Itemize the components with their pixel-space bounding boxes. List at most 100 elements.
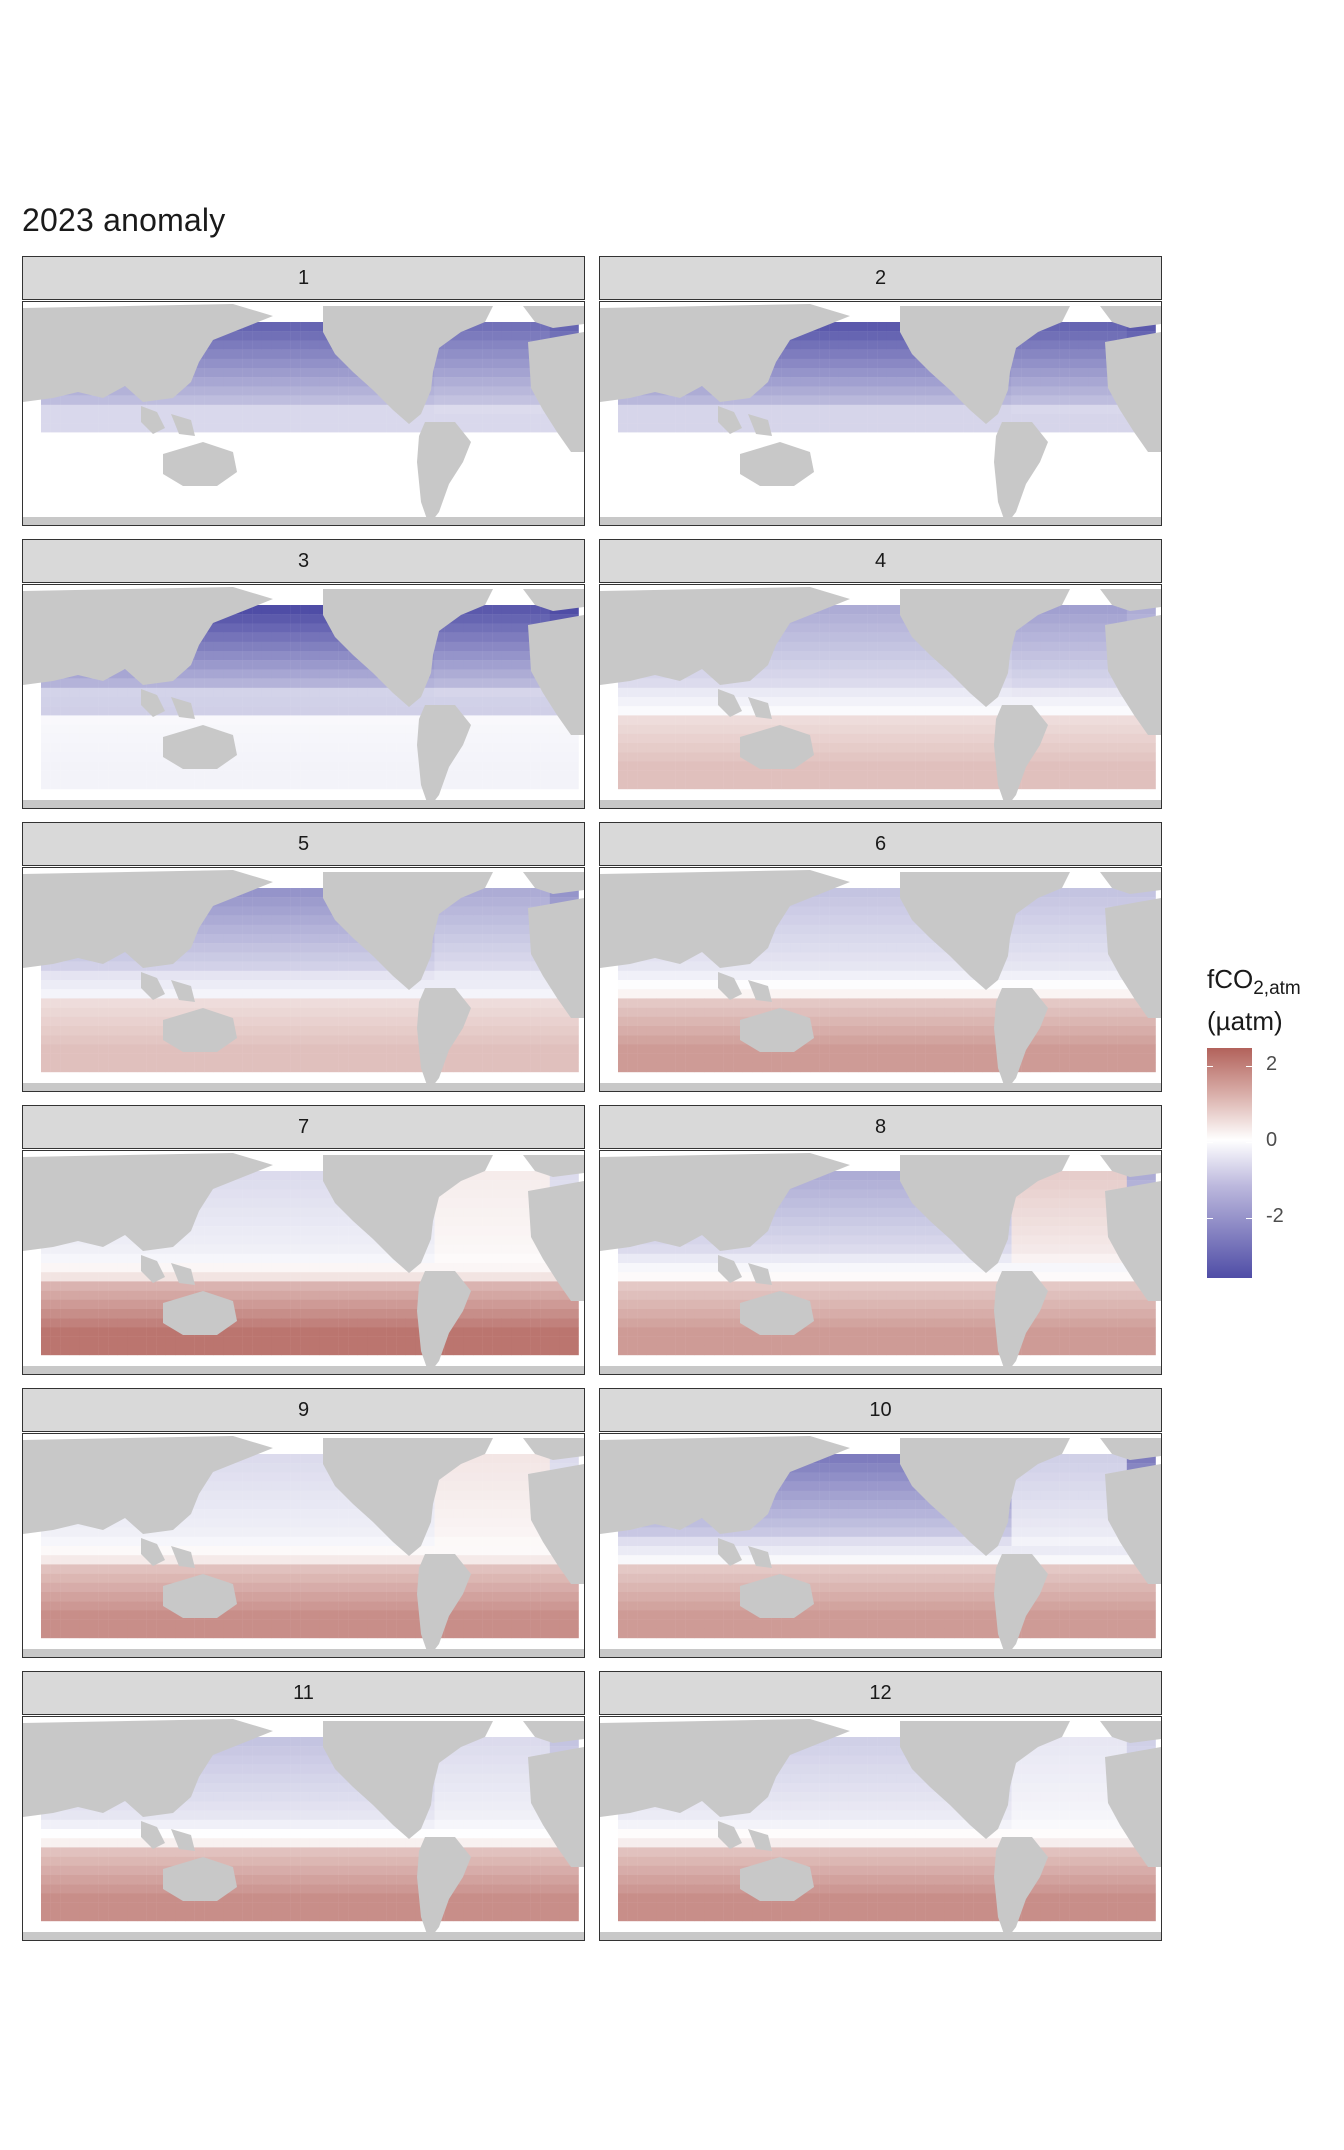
grid-cell (694, 752, 705, 762)
grid-cell (367, 761, 378, 771)
grid-cell (175, 487, 186, 497)
grid-cell (675, 761, 686, 771)
grid-cell (223, 779, 234, 790)
grid-cell (261, 460, 272, 470)
grid-cell (858, 687, 868, 698)
grid-cell (473, 888, 483, 898)
grid-cell (1069, 724, 1079, 734)
grid-cell (204, 687, 214, 698)
grid-cell (521, 404, 531, 415)
grid-cell (338, 724, 349, 734)
anomaly-map-svg (600, 587, 1161, 808)
grid-cell (60, 678, 70, 688)
grid-cell (906, 678, 916, 688)
grid-cell (925, 432, 935, 442)
grid-cell (338, 441, 349, 451)
grid-cell (810, 697, 820, 707)
grid-cell (377, 395, 387, 405)
grid-cell (405, 460, 416, 470)
grid-cell (982, 432, 993, 442)
grid-cell (309, 478, 320, 488)
grid-cell (501, 478, 512, 488)
grid-cell (50, 715, 61, 725)
grid-cell (858, 669, 868, 679)
grid-cell (896, 423, 907, 433)
grid-cell (319, 752, 330, 762)
grid-cell (819, 404, 830, 415)
grid-cell (492, 358, 502, 369)
grid-cell (1069, 432, 1079, 442)
grid-cell (925, 414, 935, 424)
grid-cell (858, 733, 868, 744)
grid-cell (367, 733, 378, 744)
grid-cell (252, 733, 262, 744)
grid-cell (1050, 404, 1060, 415)
grid-cell (194, 377, 205, 387)
land-mass (600, 304, 850, 402)
grid-cell (925, 724, 935, 734)
grid-cell (329, 934, 339, 944)
grid-cell (252, 414, 262, 424)
grid-cell (637, 460, 647, 470)
grid-cell (982, 715, 993, 725)
grid-cell (1088, 724, 1099, 734)
grid-cell (1078, 469, 1089, 479)
grid-cell (915, 478, 926, 488)
grid-cell (348, 687, 358, 698)
grid-cell (204, 924, 214, 935)
grid-cell (925, 478, 935, 488)
grid-cell (482, 651, 493, 661)
grid-cell (386, 469, 397, 479)
grid-cell (925, 441, 935, 451)
grid-cell (300, 340, 310, 350)
grid-cell (204, 632, 214, 642)
grid-cell (549, 743, 560, 753)
grid-cell (348, 450, 358, 461)
grid-cell (666, 697, 676, 707)
grid-cell (1050, 724, 1060, 734)
grid-cell (444, 678, 454, 688)
grid-cell (300, 478, 310, 488)
grid-cell (108, 487, 118, 497)
grid-cell (473, 687, 483, 698)
grid-cell (829, 687, 839, 698)
grid-cell (137, 743, 147, 753)
grid-cell (790, 487, 801, 497)
grid-cell (319, 432, 330, 442)
grid-cell (1098, 478, 1108, 488)
grid-cell (569, 450, 579, 461)
grid-cell (781, 687, 791, 698)
grid-cell (290, 715, 301, 725)
grid-cell (637, 743, 647, 753)
grid-cell (848, 441, 859, 451)
grid-cell (771, 395, 782, 405)
grid-cell (213, 906, 224, 916)
grid-cell (501, 641, 512, 652)
grid-cell (723, 404, 734, 415)
grid-cell (300, 414, 310, 424)
grid-cell (1098, 358, 1108, 369)
grid-cell (618, 441, 628, 451)
grid-cell (1136, 478, 1147, 488)
grid-cell (1107, 779, 1118, 790)
grid-cell (781, 395, 791, 405)
grid-cell (829, 641, 839, 652)
grid-cell (50, 404, 61, 415)
grid-cell (1050, 395, 1060, 405)
grid-cell (473, 943, 483, 953)
grid-cell (127, 733, 138, 744)
grid-cell (492, 706, 502, 716)
grid-cell (1030, 340, 1041, 350)
grid-cell (790, 724, 801, 734)
grid-cell (482, 743, 493, 753)
grid-cell (829, 349, 839, 359)
grid-cell (261, 496, 272, 507)
grid-cell (886, 641, 897, 652)
grid-cell (290, 423, 301, 433)
grid-cell (858, 322, 868, 332)
grid-cell (704, 450, 715, 461)
grid-cell (348, 952, 358, 962)
grid-cell (233, 924, 243, 935)
land-mass (528, 615, 584, 735)
grid-cell (367, 697, 378, 707)
